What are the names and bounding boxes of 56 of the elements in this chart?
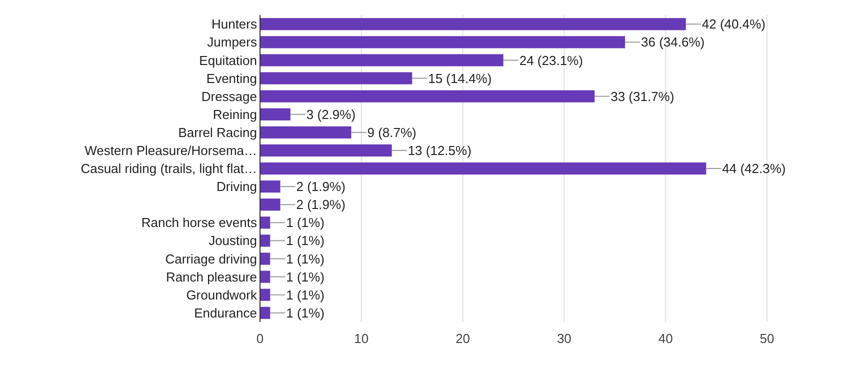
y-tick-label: Groundwork — [186, 287, 258, 302]
y-tick-label: Jumpers — [207, 34, 258, 50]
x-tick-label: 40 — [658, 331, 673, 346]
bar — [260, 306, 270, 319]
data-label: 1 (1%) — [286, 233, 324, 248]
y-tick-label: Hunters — [211, 16, 258, 32]
x-tick-label: 0 — [256, 331, 264, 346]
y-tick-label: Equitation — [199, 52, 257, 68]
data-label: 1 (1%) — [286, 287, 324, 302]
data-label: 2 (1.9%) — [296, 197, 346, 212]
x-tick-label: 30 — [556, 331, 572, 346]
y-tick-label: Jousting — [208, 233, 257, 248]
x-tick-label: 50 — [760, 331, 774, 346]
y-tick-label: Endurance — [194, 305, 257, 320]
data-label: 1 (1%) — [286, 305, 324, 320]
y-tick-label: Driving — [216, 179, 257, 194]
bar — [260, 126, 352, 138]
x-tick-label: 20 — [456, 331, 470, 346]
bar — [260, 288, 270, 301]
bar — [260, 234, 270, 247]
data-label: 44 (42.3%) — [722, 161, 786, 176]
bar — [260, 54, 504, 66]
bar — [260, 72, 412, 84]
bar — [260, 180, 280, 193]
data-label: 3 (2.9%) — [306, 106, 356, 122]
data-label: 36 (34.6%) — [641, 34, 705, 50]
bar — [260, 216, 270, 229]
bar — [260, 18, 686, 30]
y-tick-label: Reining — [212, 106, 257, 122]
y-tick-label: Barrel Racing — [178, 124, 257, 140]
data-label: 33 (31.7%) — [610, 88, 674, 104]
y-tick-label: Dressage — [201, 88, 257, 104]
data-label: 9 (8.7%) — [367, 124, 416, 140]
y-tick-label: Carriage driving — [165, 251, 257, 266]
bar — [260, 36, 626, 48]
bar — [260, 144, 392, 156]
data-label: 1 (1%) — [286, 269, 324, 284]
data-label: 15 (14.4%) — [428, 70, 492, 86]
bar — [260, 162, 706, 175]
bar — [260, 270, 270, 283]
bar — [260, 90, 595, 102]
bar — [260, 198, 280, 211]
data-label: 1 (1%) — [286, 251, 324, 266]
data-label: 42 (40.4%) — [702, 16, 766, 32]
bar — [260, 108, 290, 120]
data-label: 24 (23.1%) — [519, 52, 583, 68]
y-tick-label: Casual riding (trails, light flat… — [80, 161, 257, 176]
bar — [260, 252, 270, 265]
data-label: 13 (12.5%) — [408, 143, 472, 158]
x-tick-label: 10 — [354, 331, 369, 346]
data-label: 2 (1.9%) — [296, 179, 346, 194]
y-tick-label: Ranch horse events — [141, 215, 258, 230]
y-tick-label: Ranch pleasure — [166, 269, 257, 284]
data-label: 1 (1%) — [286, 215, 324, 230]
y-tick-label: Western Pleasure/Horsema… — [84, 143, 257, 158]
y-tick-label: Eventing — [206, 70, 257, 86]
